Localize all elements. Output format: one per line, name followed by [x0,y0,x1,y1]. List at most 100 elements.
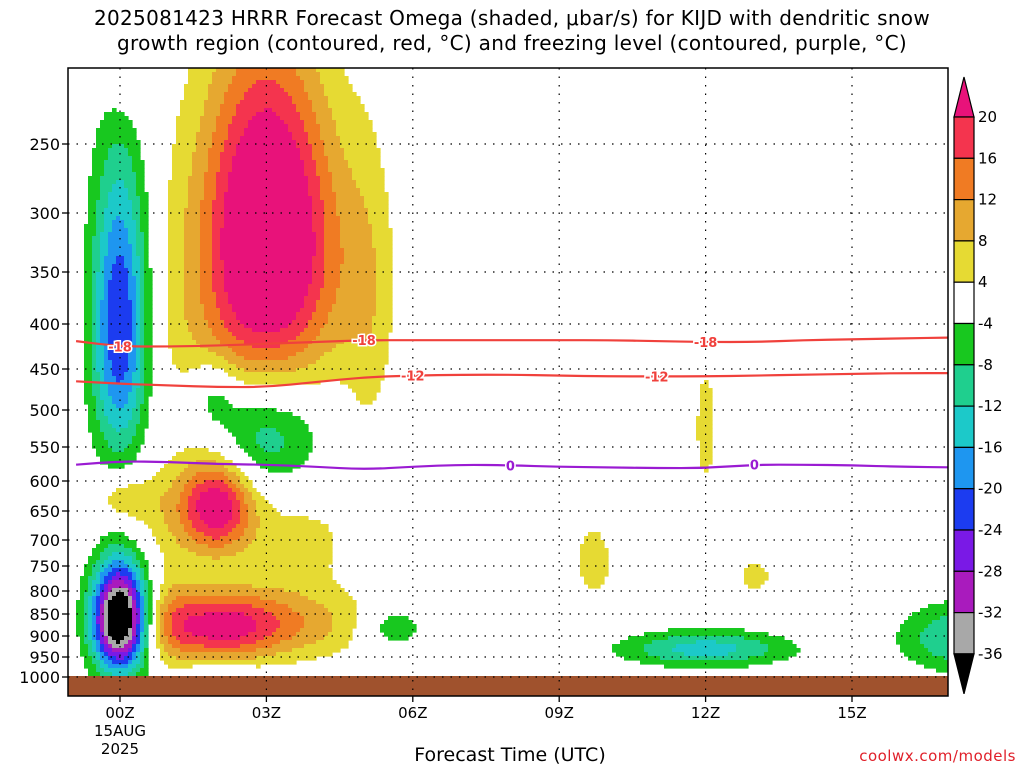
omega-cell [80,636,85,641]
omega-cell [156,628,161,633]
omega-cell [288,128,305,133]
omega-cell [136,280,141,285]
omega-cell [312,224,325,229]
omega-cell [164,624,173,629]
omega-cell [100,648,105,653]
omega-cell [144,652,149,657]
omega-cell [212,284,225,289]
omega-cell [332,172,353,177]
omega-cell [336,288,377,293]
omega-cell [100,336,109,341]
omega-cell [144,648,149,653]
omega-cell [88,216,97,221]
omega-cell [144,268,153,273]
omega-cell [168,316,185,321]
omega-cell [700,400,713,405]
omega-cell [140,376,145,381]
omega-cell [192,332,213,337]
omega-cell [184,208,201,213]
omega-cell [108,196,129,201]
omega-cell [84,300,93,305]
omega-cell [696,428,713,433]
omega-cell [104,360,113,365]
omega-cell [100,588,105,593]
omega-cell [144,380,153,385]
omega-cell [896,632,921,637]
contour-label: -12 [645,370,669,385]
credit-link[interactable]: coolwx.com/models [859,747,1016,765]
omega-cell [232,500,241,505]
omega-cell [744,572,769,577]
omega-cell [140,624,145,629]
omega-cell [376,276,393,281]
omega-cell [332,116,369,121]
omega-cell [88,408,97,413]
colorbar-box [953,405,975,449]
omega-cell [580,548,609,553]
omega-cell [300,116,317,121]
omega-cell [308,596,353,601]
omega-cell [160,508,177,513]
omega-cell [88,648,93,653]
omega-cell [160,640,169,645]
omega-cell [352,172,385,177]
omega-cell [84,600,89,605]
omega-cell [84,400,97,405]
omega-cell [144,600,149,605]
y-tick-label: 400 [29,315,60,334]
omega-cell [188,464,225,469]
omega-cell [928,604,948,609]
omega-cell [100,600,105,605]
omega-cell [308,364,385,369]
omega-cell [696,416,713,421]
omega-cell [76,632,85,637]
omega-cell [212,252,221,257]
omega-cell [84,224,97,229]
omega-cell [224,92,245,97]
omega-cell [220,164,233,169]
omega-cell [88,628,93,633]
omega-cell [212,288,225,293]
omega-cell [208,524,225,529]
omega-cell [316,232,325,237]
omega-cell [132,268,141,273]
omega-cell [108,616,133,621]
omega-cell [252,116,281,121]
omega-cell [168,300,185,305]
omega-cell [312,312,329,317]
omega-cell [132,436,145,441]
omega-cell [200,288,213,293]
omega-cell [92,280,97,285]
omega-cell [100,260,105,265]
omega-cell [244,492,253,497]
omega-cell [144,320,153,325]
omega-cell [140,336,145,341]
omega-cell [108,316,133,321]
omega-cell [200,252,213,257]
omega-cell [212,132,229,137]
omega-cell [128,592,133,597]
omega-cell [92,348,97,353]
omega-cell [224,224,313,229]
omega-cell [128,196,141,201]
omega-cell [312,268,325,273]
omega-cell [132,340,137,345]
omega-cell [100,268,105,273]
omega-cell [340,136,377,141]
omega-cell [372,320,393,325]
omega-cell [336,128,373,133]
omega-cell [140,668,149,673]
omega-cell [376,300,393,305]
x-tick-label: 00Z [105,704,134,722]
omega-cell [132,264,141,269]
omega-cell [700,388,713,393]
omega-cell [224,544,249,549]
omega-cell [164,628,173,633]
omega-cell [336,120,373,125]
omega-cell [332,188,361,193]
omega-cell [220,104,237,109]
omega-cell [304,80,321,85]
omega-cell [228,492,237,497]
omega-cell [96,572,101,577]
omega-cell [104,292,109,297]
